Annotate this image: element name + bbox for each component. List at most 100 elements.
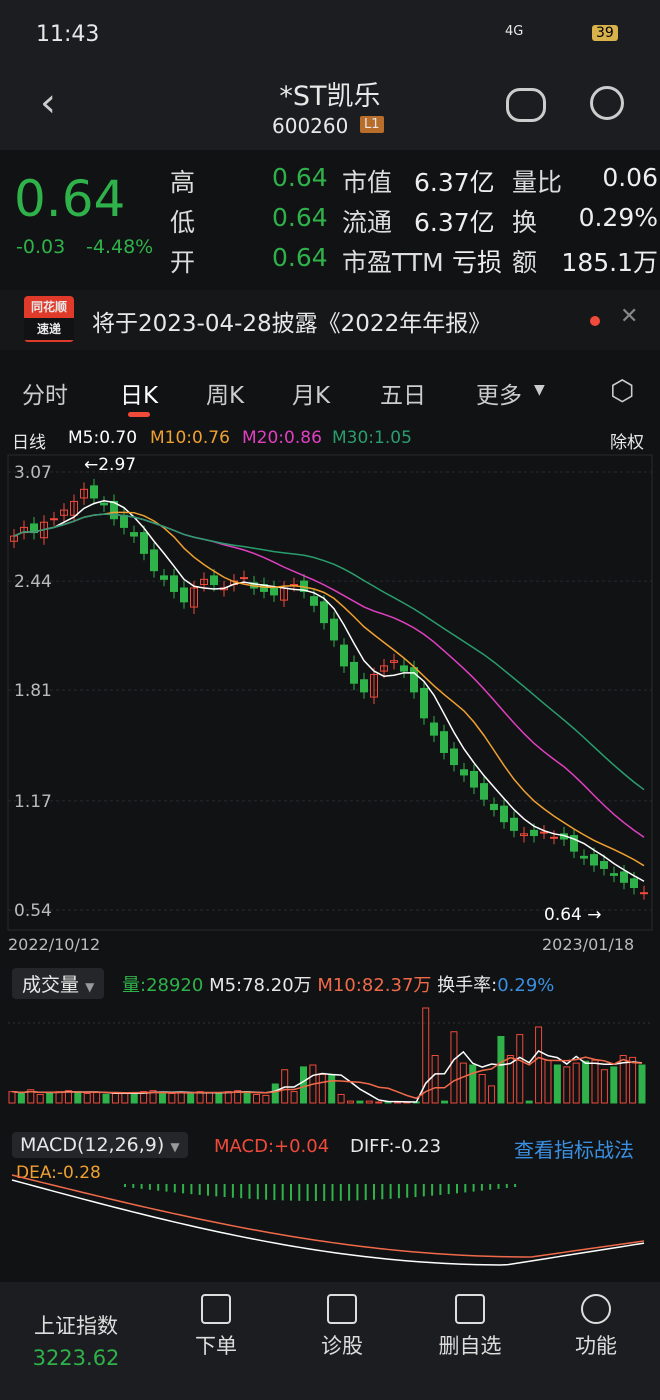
candle-body <box>320 601 328 624</box>
tab-intraday[interactable]: 分时 <box>22 383 68 409</box>
index-label: 上证指数 <box>34 1314 118 1338</box>
macd-indicator-select[interactable]: MACD(12,26,9) ▼ <box>12 1132 188 1158</box>
tab-more[interactable]: 更多 <box>476 383 522 409</box>
volume-ma10-line <box>11 1056 643 1100</box>
volume-bar <box>140 1091 148 1104</box>
volume-bar <box>299 1066 307 1104</box>
candle-body <box>200 578 208 586</box>
candle-body <box>240 577 248 580</box>
notice-bar[interactable]: 同花顺 速递 将于2023-04-28披露《2022年年报》 ✕ <box>0 290 660 350</box>
order-button[interactable]: 下单 <box>150 1294 282 1360</box>
settings-icon[interactable]: ⬡ <box>610 374 635 407</box>
volume-bar <box>600 1069 608 1104</box>
chart-frame <box>7 454 653 931</box>
volume-bar <box>158 1092 166 1104</box>
turnover-label: 换手率: <box>437 975 498 996</box>
low-marker: 0.64 → <box>544 905 602 925</box>
remove-watchlist-label: 删自选 <box>438 1334 502 1358</box>
functions-label: 功能 <box>575 1334 617 1358</box>
volume-bar <box>638 1064 646 1104</box>
volume-bar <box>46 1092 54 1104</box>
y-tick-label: 0.54 <box>14 901 52 921</box>
tab-five-day[interactable]: 五日 <box>380 383 426 409</box>
volume-bar <box>215 1093 223 1104</box>
candle-body <box>590 854 598 866</box>
candle-body <box>410 667 418 693</box>
volume-stats: 量:28920 M5:78.20万 M10:82.37万 换手率:0.29% <box>122 971 554 997</box>
ma30-value: M30:1.05 <box>332 428 412 448</box>
chevron-down-icon: ▼ <box>85 980 95 994</box>
candle-body <box>540 831 548 834</box>
candle-body <box>210 575 218 586</box>
diagnose-icon <box>327 1294 357 1324</box>
volume-bar <box>356 1100 364 1104</box>
volume-chart <box>8 1007 652 1104</box>
adjust-toggle[interactable]: 除权 <box>610 433 644 453</box>
candlestick-chart[interactable]: 3.07 2.44 1.81 1.17 0.54 ←2.97 0.64 → <box>0 450 660 935</box>
high-marker: ←2.97 <box>84 455 136 475</box>
volume-bar <box>441 1100 449 1104</box>
candle-body <box>500 805 508 823</box>
macd-label: MACD(12,26,9) <box>20 1134 165 1156</box>
quote-l2: 市值 <box>342 168 393 197</box>
quote-v2: 6.37亿 <box>414 208 495 237</box>
volume-bar <box>488 1085 496 1104</box>
x-start-label: 2022/10/12 <box>8 935 101 954</box>
candle-body <box>380 665 388 672</box>
volume-bar <box>111 1093 119 1104</box>
dea-value: DEA:-0.28 <box>16 1163 101 1183</box>
page-title: *ST凯乐 <box>279 81 381 112</box>
volume-bar <box>187 1093 195 1104</box>
chevron-down-icon: ▼ <box>170 1140 180 1154</box>
diff-line <box>11 1179 645 1266</box>
index-button[interactable]: 上证指数 3223.62 <box>10 1310 142 1370</box>
candle-body <box>620 871 628 883</box>
y-tick-label: 2.44 <box>14 572 52 592</box>
level-badge: L1 <box>360 116 384 133</box>
status-bar: 11:43 4G 39 <box>0 0 660 70</box>
diff-value: DIFF:-0.23 <box>350 1136 442 1157</box>
order-icon <box>201 1294 231 1324</box>
quote-l2: 市盈TTM <box>342 248 444 277</box>
quote-l3: 额 <box>512 248 538 277</box>
chevron-down-icon: ▼ <box>534 382 545 398</box>
volume-bar <box>328 1074 336 1104</box>
volume-bar <box>102 1093 110 1104</box>
close-icon[interactable]: ✕ <box>620 304 639 329</box>
stock-code: 600260 <box>272 114 349 138</box>
quote-l1: 开 <box>170 248 196 277</box>
volume-bar <box>469 1064 477 1104</box>
candle-body <box>80 488 88 499</box>
candle-body <box>20 526 28 534</box>
candle-body <box>470 771 478 788</box>
volume-bar <box>93 1092 101 1104</box>
functions-button[interactable]: 功能 <box>530 1294 660 1360</box>
candle-body <box>350 661 358 684</box>
candle-body <box>170 575 178 592</box>
robot-icon[interactable] <box>506 88 546 122</box>
volume-label: 成交量 <box>22 974 80 996</box>
clock: 11:43 <box>36 22 100 47</box>
quote-v1: 0.64 <box>272 243 328 272</box>
search-icon[interactable] <box>590 86 624 120</box>
notice-text: 将于2023-04-28披露《2022年年报》 <box>92 311 492 337</box>
volume-bar <box>591 1059 599 1104</box>
candle-body <box>600 861 608 869</box>
back-icon[interactable]: ‹ <box>40 80 56 126</box>
remove-watchlist-button[interactable]: 删自选 <box>404 1294 536 1360</box>
volume-bar <box>535 1026 543 1104</box>
tab-monthly-k[interactable]: 月K <box>292 383 331 409</box>
volume-indicator-select[interactable]: 成交量 ▼ <box>12 968 105 999</box>
candle-body <box>530 829 538 837</box>
volume-bar <box>619 1055 627 1104</box>
volume-bar <box>149 1090 157 1104</box>
volume-bar <box>205 1092 213 1104</box>
nav-bar: ‹ *ST凯乐 600260 L1 <box>0 70 660 150</box>
diagnose-button[interactable]: 诊股 <box>276 1294 408 1360</box>
tab-weekly-k[interactable]: 周K <box>206 383 245 409</box>
volume-bar <box>55 1091 63 1104</box>
network-indicator: 4G <box>505 24 524 39</box>
tab-daily-k[interactable]: 日K <box>120 383 159 409</box>
indicator-strategy-link[interactable]: 查看指标战法 <box>514 1138 634 1162</box>
volume-bar <box>459 1062 467 1104</box>
